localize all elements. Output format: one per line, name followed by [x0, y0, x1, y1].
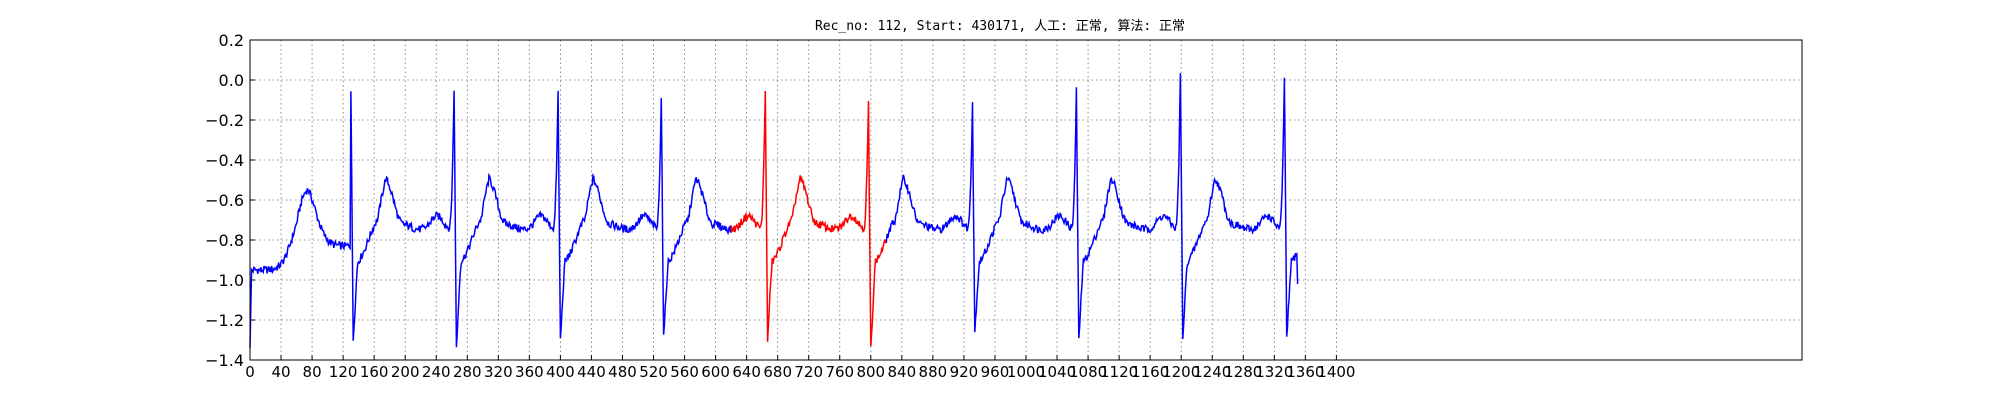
x-tick-label: 1280 [1224, 363, 1262, 381]
x-tick-label: 440 [577, 363, 606, 381]
x-tick-label: 1200 [1162, 363, 1200, 381]
y-axis: 0.2 0.0 −0.2 −0.4 −0.6 −0.8 −1.0 −1.2 −1.4 [205, 31, 255, 370]
x-tick-label: 360 [515, 363, 544, 381]
y-tick-label: −1.0 [205, 271, 244, 290]
y-tick-label: −1.2 [205, 311, 244, 330]
x-tick-label: 160 [360, 363, 389, 381]
y-tick-label: −0.8 [205, 231, 244, 250]
x-tick-label: 200 [391, 363, 420, 381]
x-tick-label: 280 [453, 363, 482, 381]
y-tick-label: 0.2 [219, 31, 244, 50]
x-tick-label: 800 [856, 363, 885, 381]
x-tick-label: 640 [732, 363, 761, 381]
y-tick-label: −1.4 [205, 351, 244, 370]
x-tick-label: 960 [981, 363, 1010, 381]
x-tick-label: 1320 [1255, 363, 1293, 381]
x-tick-label: 600 [701, 363, 730, 381]
x-tick-label: 1120 [1100, 363, 1138, 381]
ecg-line-normal [249, 73, 1299, 349]
x-tick-label: 920 [950, 363, 979, 381]
x-tick-label: 880 [919, 363, 948, 381]
x-tick-label: 1360 [1286, 363, 1324, 381]
x-tick-label: 320 [484, 363, 513, 381]
y-tick-label: −0.2 [205, 111, 244, 130]
x-tick-label: 40 [271, 363, 290, 381]
x-tick-label: 840 [888, 363, 917, 381]
y-tick-label: −0.6 [205, 191, 244, 210]
chart-title: Rec_no: 112, Start: 430171, 人工: 正常, 算法: … [815, 19, 1185, 34]
x-tick-label: 680 [763, 363, 792, 381]
x-tick-label: 1080 [1069, 363, 1107, 381]
x-tick-label: 400 [546, 363, 575, 381]
x-tick-label: 80 [303, 363, 322, 381]
x-tick-label: 120 [329, 363, 358, 381]
x-tick-label: 1240 [1193, 363, 1231, 381]
y-tick-label: −0.4 [205, 151, 244, 170]
x-tick-label: 1000 [1007, 363, 1045, 381]
ecg-signal [249, 73, 1299, 349]
plot-frame [249, 39, 1803, 361]
y-tick-label: 0.0 [219, 71, 244, 90]
ecg-line-highlight [730, 90, 887, 347]
x-tick-label: 240 [422, 363, 451, 381]
x-tick-label: 1400 [1317, 363, 1355, 381]
x-axis: 0 40 80 120 160 200 240 280 320 360 400 440 480 520 56… [245, 355, 1355, 381]
x-tick-label: 760 [825, 363, 854, 381]
x-tick-label: 560 [670, 363, 699, 381]
x-tick-label: 1160 [1131, 363, 1169, 381]
x-tick-label: 0 [245, 363, 255, 381]
grid [249, 39, 1802, 361]
x-tick-label: 520 [639, 363, 668, 381]
x-tick-label: 720 [794, 363, 823, 381]
x-tick-label: 1040 [1038, 363, 1076, 381]
x-tick-label: 480 [608, 363, 637, 381]
